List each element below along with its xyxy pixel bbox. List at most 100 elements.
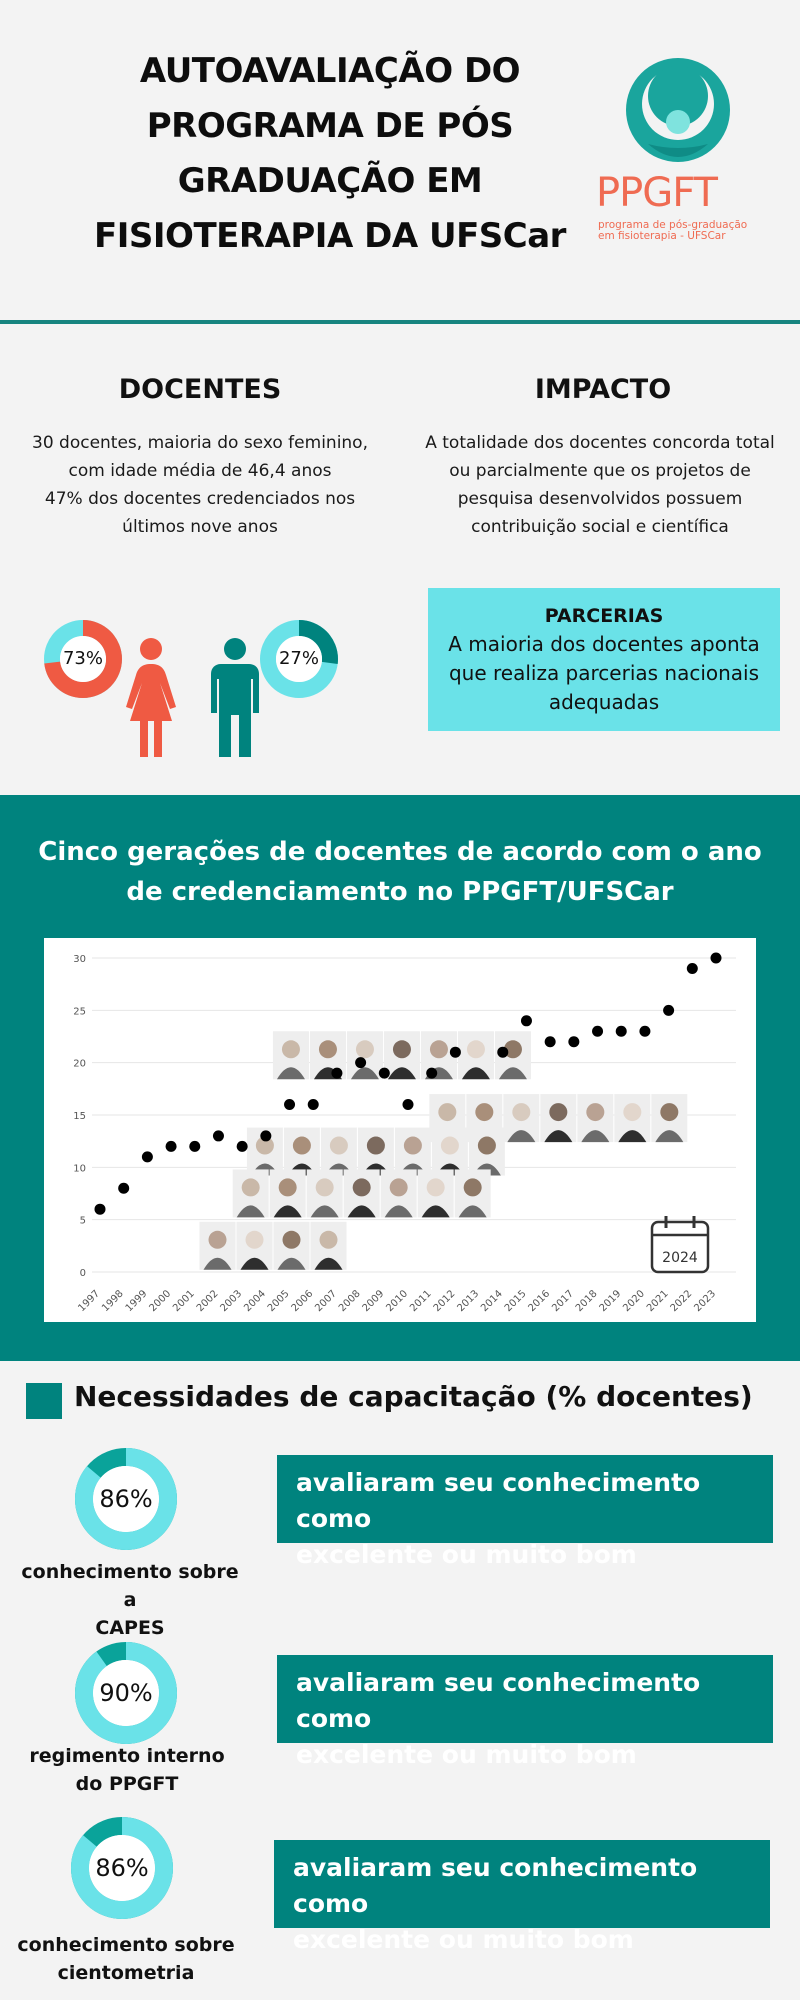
x-tick-label: 2004: [242, 1288, 268, 1314]
parcerias-line: adequadas: [548, 690, 660, 714]
x-tick-label: 2011: [408, 1288, 434, 1314]
logo-subtitle: programa de pós-graduação em fisioterapi…: [598, 220, 764, 242]
title-line: PROGRAMA DE PÓS: [146, 106, 514, 146]
x-tick-label: 2014: [479, 1288, 505, 1314]
docente-photo: [269, 1169, 306, 1218]
impacto-line: ou parcialmente que os projetos de: [449, 461, 751, 481]
data-point: [426, 1067, 438, 1079]
cientometria-result-line: avaliaram seu conhecimento como: [293, 1853, 698, 1918]
capes-result-line: excelente ou muito bom: [296, 1540, 637, 1569]
x-tick-label: 2001: [171, 1288, 197, 1314]
docente-photo: [310, 1221, 347, 1270]
data-point: [260, 1130, 272, 1142]
x-tick-label: 2023: [692, 1288, 718, 1314]
data-point: [710, 952, 722, 964]
impacto-line: A totalidade dos docentes concorda total: [425, 433, 775, 453]
x-tick-label: 2019: [598, 1288, 624, 1314]
data-point: [592, 1025, 604, 1037]
data-point: [544, 1036, 556, 1048]
data-point: [355, 1057, 367, 1069]
docente-photo: [320, 1127, 357, 1176]
parcerias-text: A maioria dos docentes aponta que realiz…: [428, 630, 780, 717]
x-tick-label: 2002: [195, 1288, 221, 1314]
data-point: [568, 1036, 580, 1048]
impacto-text: A totalidade dos docentes concorda total…: [410, 429, 790, 541]
data-point: [118, 1182, 130, 1194]
docente-photo: [380, 1169, 417, 1218]
y-tick-label: 5: [80, 1216, 86, 1227]
data-point: [686, 962, 698, 974]
cientometria-result-line: excelente ou muito bom: [293, 1925, 634, 1954]
generations-chart: 0 5 10 15 20 25 30 1997 1998 1999 2000 2001 2002 2003…: [44, 938, 756, 1322]
docente-photo: [454, 1169, 491, 1218]
capes-label: conhecimento sobre a CAPES: [20, 1558, 240, 1642]
capes-label-line: CAPES: [95, 1617, 165, 1639]
impacto-line: pesquisa desenvolvidos possuem: [457, 489, 743, 509]
x-tick-label: 2012: [432, 1288, 458, 1314]
docente-photo: [283, 1127, 320, 1176]
x-tick-label: 2006: [290, 1288, 316, 1314]
title-line: GRADUAÇÃO EM: [177, 161, 483, 201]
logo-subtitle-line: em fisioterapia - UFSCar: [598, 230, 726, 242]
section-marker: [26, 1383, 62, 1419]
data-point: [307, 1099, 319, 1111]
logo-text: PPGFT: [596, 170, 718, 216]
docente-photo: [199, 1221, 236, 1270]
capes-label-line: conhecimento sobre a: [21, 1561, 239, 1611]
data-point: [449, 1046, 461, 1058]
capes-result-box: avaliaram seu conhecimento como excelent…: [277, 1455, 773, 1569]
docentes-line: com idade média de 46,4 anos: [68, 461, 332, 481]
x-tick-label: 2016: [526, 1288, 552, 1314]
docente-photo: [417, 1169, 454, 1218]
capes-ring: 86%: [74, 1447, 178, 1551]
female-donut: 73%: [43, 619, 123, 699]
regimento-ring: 90%: [74, 1641, 178, 1745]
x-tick-label: 2013: [455, 1288, 481, 1314]
regimento-label-line: regimento interno: [29, 1745, 225, 1767]
y-tick-label: 30: [73, 954, 86, 965]
calendar-icon: 2024: [650, 1216, 710, 1274]
regimento-label-line: do PPGFT: [75, 1773, 179, 1795]
data-point: [497, 1046, 509, 1058]
x-tick-label: 2000: [147, 1288, 173, 1314]
female-percent: 73%: [62, 648, 103, 669]
data-point: [663, 1004, 675, 1016]
parcerias-line: que realiza parcerias nacionais: [448, 661, 760, 685]
capacitacao-title: Necessidades de capacitação (% docentes): [74, 1380, 753, 1413]
docentes-line: últimos nove anos: [122, 517, 278, 537]
docentes-line: 30 docentes, maioria do sexo feminino,: [32, 433, 368, 453]
y-tick-label: 10: [73, 1163, 86, 1174]
x-tick-label: 2015: [503, 1288, 529, 1314]
cientometria-percent: 86%: [95, 1854, 149, 1882]
x-tick-label: 2007: [313, 1288, 339, 1314]
capes-result-line: avaliaram seu conhecimento como: [296, 1468, 701, 1533]
generations-title: Cinco gerações de docentes de acordo com…: [30, 832, 770, 912]
male-percent: 27%: [278, 648, 319, 669]
data-point: [284, 1099, 296, 1111]
data-point: [402, 1099, 414, 1111]
y-tick-label: 15: [73, 1111, 86, 1122]
data-point: [94, 1203, 106, 1215]
x-tick-label: 2022: [669, 1288, 695, 1314]
cientometria-result-box: avaliaram seu conhecimento como excelent…: [274, 1840, 770, 1954]
generations-title-line: de credenciamento no PPGFT/UFSCar: [126, 877, 674, 907]
docente-photo: [394, 1127, 431, 1176]
docente-photo: [306, 1169, 343, 1218]
docente-photo: [236, 1221, 273, 1270]
regimento-label: regimento interno do PPGFT: [17, 1742, 237, 1798]
x-tick-label: 1998: [100, 1288, 126, 1314]
cientometria-ring: 86%: [70, 1816, 174, 1920]
regimento-result-box: avaliaram seu conhecimento como excelent…: [277, 1655, 773, 1769]
docente-photo: [343, 1169, 380, 1218]
x-tick-label: 1997: [76, 1288, 102, 1314]
cientometria-label-line: conhecimento sobre: [17, 1934, 235, 1956]
parcerias-title: PARCERIAS: [544, 605, 664, 627]
docentes-line: 47% dos docentes credenciados nos: [44, 489, 356, 509]
data-point: [520, 1015, 532, 1027]
data-point: [141, 1151, 153, 1163]
docentes-text: 30 docentes, maioria do sexo feminino, c…: [10, 429, 390, 541]
header-divider: [0, 320, 800, 324]
docente-photo: [503, 1094, 540, 1143]
x-tick-label: 2005: [266, 1288, 292, 1314]
male-person-icon: [211, 638, 259, 757]
